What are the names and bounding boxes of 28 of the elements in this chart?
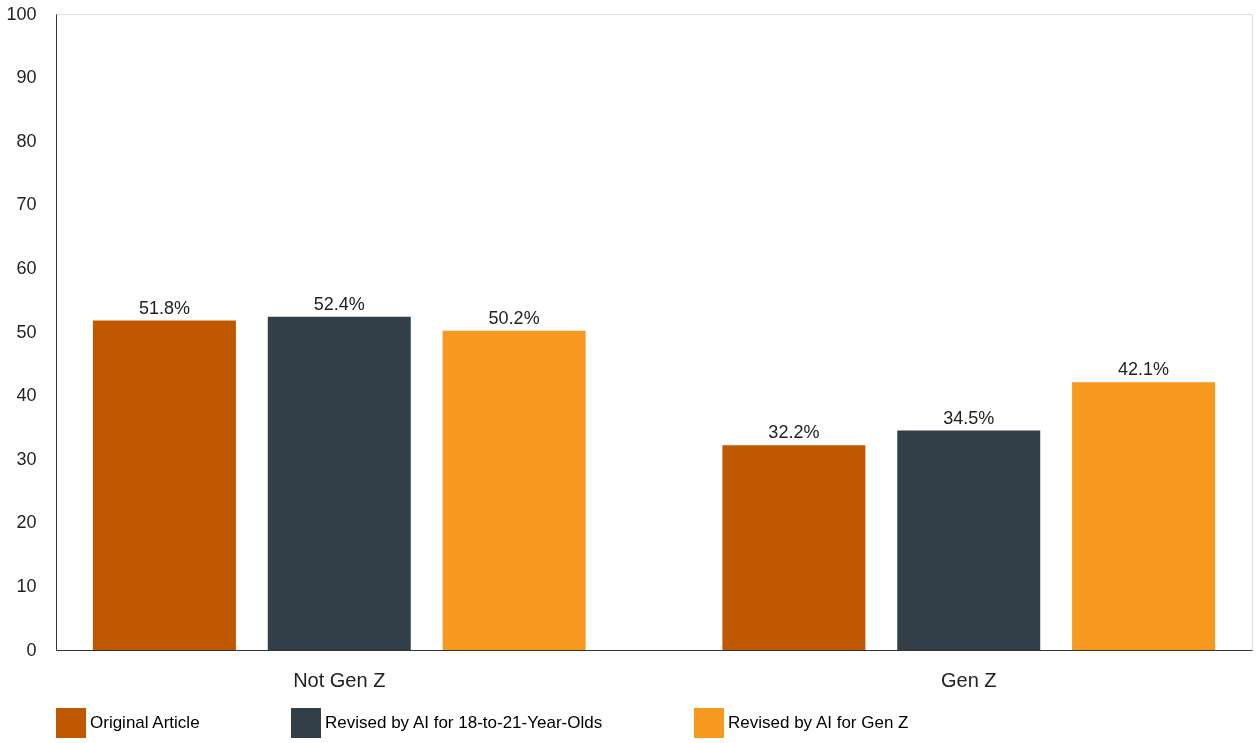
x-tick-label: Not Gen Z — [293, 668, 386, 691]
bar — [722, 445, 866, 650]
data-label: 50.2% — [488, 307, 540, 328]
data-label: 42.1% — [1118, 359, 1170, 380]
y-tick-label: 10 — [16, 575, 37, 596]
y-tick-label: 30 — [16, 448, 37, 469]
data-label: 51.8% — [138, 297, 190, 318]
y-tick-label: 60 — [16, 257, 37, 278]
y-tick-label: 40 — [16, 385, 37, 406]
y-tick-label: 70 — [16, 194, 37, 215]
bar — [1072, 382, 1216, 650]
legend-label: Revised by AI for Gen Z — [728, 713, 909, 732]
y-tick-label: 80 — [16, 130, 37, 151]
x-tick-label: Gen Z — [940, 668, 997, 691]
y-tick-label: 20 — [16, 512, 37, 533]
bar — [267, 316, 411, 650]
data-label: 52.4% — [313, 293, 365, 314]
bar — [897, 430, 1041, 650]
y-tick-label: 0 — [26, 639, 37, 660]
y-tick-label: 50 — [16, 321, 37, 342]
legend-label: Revised by AI for 18-to-21-Year-Olds — [325, 713, 603, 732]
legend-label: Original Article — [90, 713, 200, 732]
data-label: 32.2% — [768, 422, 820, 443]
data-label: 34.5% — [943, 407, 995, 428]
y-tick-label: 90 — [16, 67, 37, 88]
y-tick-label: 100 — [6, 3, 37, 24]
bar — [92, 320, 236, 650]
bar — [442, 330, 586, 650]
